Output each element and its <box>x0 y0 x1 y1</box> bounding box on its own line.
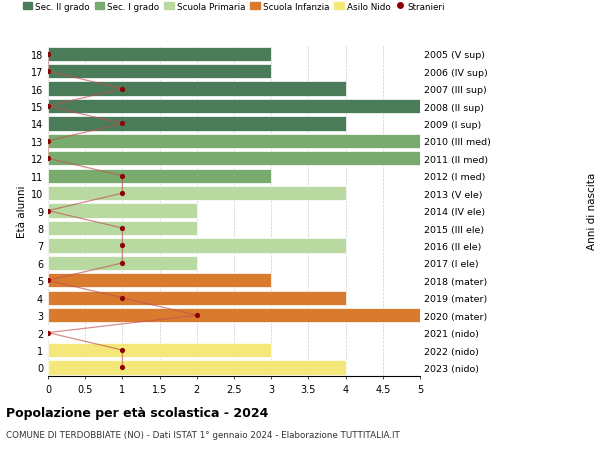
Point <box>118 121 127 128</box>
Bar <box>48 291 346 305</box>
Text: Anni di nascita: Anni di nascita <box>587 173 597 250</box>
Bar <box>48 308 420 323</box>
Bar <box>48 100 420 114</box>
Bar <box>48 47 271 62</box>
Bar <box>48 343 271 358</box>
Point <box>43 155 53 162</box>
Point <box>43 138 53 145</box>
Point <box>118 364 127 371</box>
Bar <box>48 256 197 270</box>
Point <box>43 329 53 336</box>
Bar <box>48 187 346 201</box>
Bar <box>48 239 346 253</box>
Point <box>118 294 127 302</box>
Bar <box>48 152 420 166</box>
Y-axis label: Età alunni: Età alunni <box>17 185 26 237</box>
Bar <box>48 169 271 184</box>
Bar <box>48 221 197 235</box>
Point <box>118 260 127 267</box>
Bar <box>48 134 420 149</box>
Point <box>118 225 127 232</box>
Point <box>43 103 53 111</box>
Point <box>43 207 53 215</box>
Point <box>118 173 127 180</box>
Bar <box>48 274 271 288</box>
Point <box>43 68 53 76</box>
Bar <box>48 65 271 79</box>
Point <box>118 347 127 354</box>
Bar <box>48 361 346 375</box>
Bar <box>48 82 346 96</box>
Point <box>192 312 202 319</box>
Text: COMUNE DI TERDOBBIATE (NO) - Dati ISTAT 1° gennaio 2024 - Elaborazione TUTTITALI: COMUNE DI TERDOBBIATE (NO) - Dati ISTAT … <box>6 431 400 440</box>
Point <box>118 190 127 197</box>
Legend: Sec. II grado, Sec. I grado, Scuola Primaria, Scuola Infanzia, Asilo Nido, Stran: Sec. II grado, Sec. I grado, Scuola Prim… <box>19 0 449 15</box>
Point <box>118 86 127 93</box>
Point <box>43 277 53 285</box>
Point <box>118 242 127 250</box>
Bar <box>48 117 346 131</box>
Point <box>43 51 53 58</box>
Bar <box>48 204 197 218</box>
Text: Popolazione per età scolastica - 2024: Popolazione per età scolastica - 2024 <box>6 406 268 419</box>
